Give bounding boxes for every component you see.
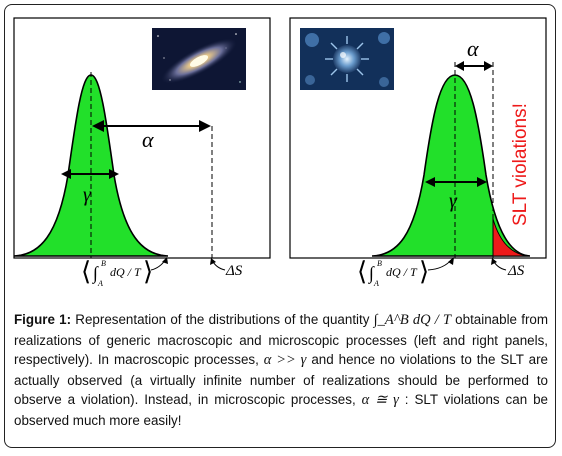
right-panel: α γ SLT violations! bbox=[289, 17, 547, 288]
right-integral-label: ⟨ ∫ B A dQ / T ⟩ bbox=[357, 257, 454, 288]
svg-text:⟨: ⟨ bbox=[81, 257, 91, 286]
svg-text:B: B bbox=[101, 259, 106, 268]
caption-math-2: α >> γ bbox=[263, 352, 307, 369]
left-delta-s-label: ΔS bbox=[210, 258, 243, 279]
slt-violations-label: SLT violations! bbox=[510, 103, 531, 226]
svg-text:⟩: ⟩ bbox=[143, 257, 153, 286]
svg-text:ΔS: ΔS bbox=[225, 263, 243, 279]
svg-text:∫: ∫ bbox=[368, 263, 375, 284]
left-integral-label: ⟨ ∫ B A dQ / T ⟩ bbox=[81, 257, 168, 288]
right-alpha-arrow bbox=[455, 61, 493, 71]
left-gamma-arrow bbox=[61, 169, 119, 179]
left-alpha-arrow bbox=[92, 120, 211, 132]
left-alpha-label: α bbox=[142, 127, 154, 152]
right-alpha-label: α bbox=[467, 36, 479, 61]
left-gamma-label: γ bbox=[83, 184, 92, 206]
right-gamma-arrow bbox=[425, 177, 487, 187]
caption-math-3: α ≅ γ bbox=[361, 392, 399, 409]
svg-text:ΔS: ΔS bbox=[507, 263, 525, 279]
caption-text-4: : SLT violations can be observed much mo… bbox=[14, 392, 548, 428]
svg-text:A: A bbox=[97, 279, 103, 288]
caption-label: Figure 1: bbox=[14, 312, 72, 327]
svg-text:⟨: ⟨ bbox=[357, 257, 367, 286]
right-distribution-curve bbox=[371, 74, 530, 257]
svg-text:dQ / T: dQ / T bbox=[110, 265, 142, 279]
figure-frame bbox=[4, 4, 556, 448]
caption-text-2: obtainable from realizations of generic … bbox=[14, 312, 549, 368]
svg-text:⟩: ⟩ bbox=[419, 257, 429, 286]
caption-text-3: and hence no violations to the SLT are a… bbox=[14, 352, 548, 408]
violation-region bbox=[492, 218, 530, 257]
svg-text:dQ / T: dQ / T bbox=[386, 265, 418, 279]
caption-math-1: ∫_A^B dQ / T bbox=[373, 312, 451, 328]
galaxy-image bbox=[152, 28, 246, 90]
virus-image bbox=[300, 28, 394, 90]
svg-text:B: B bbox=[377, 259, 382, 268]
right-delta-s-label: ΔS bbox=[491, 258, 525, 279]
figure-caption: Figure 1: Representation of the distribu… bbox=[14, 310, 548, 431]
left-panel: α γ ⟨ ∫ B A dQ / T ⟩ bbox=[13, 17, 271, 288]
caption-text-1: Representation of the distributions of t… bbox=[71, 312, 374, 327]
svg-text:∫: ∫ bbox=[92, 263, 99, 284]
right-gamma-label: γ bbox=[449, 190, 458, 212]
svg-text:A: A bbox=[373, 279, 379, 288]
